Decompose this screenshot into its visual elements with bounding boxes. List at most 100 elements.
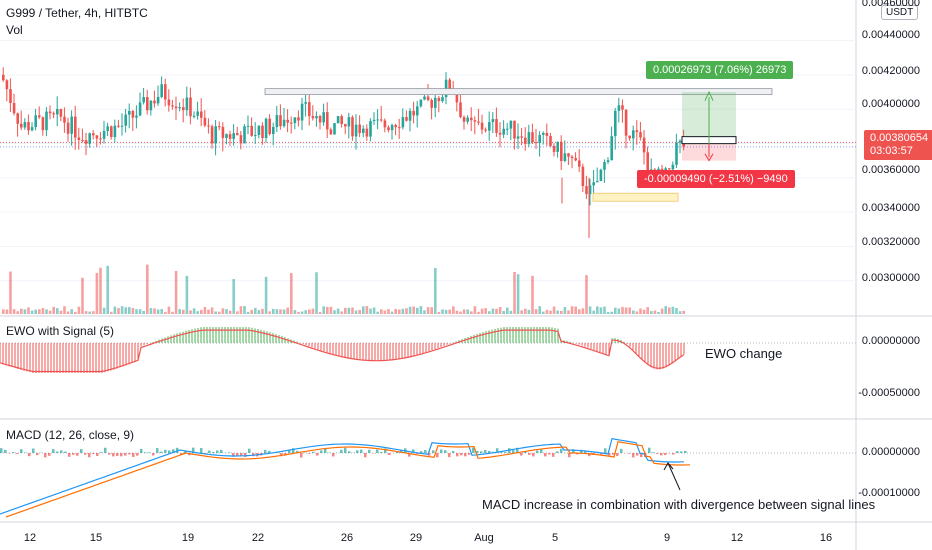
macd-bar [536, 450, 539, 453]
volume-bar [668, 307, 671, 314]
position-tool[interactable] [681, 90, 737, 162]
volume-bar [405, 308, 408, 314]
macd-bar [60, 450, 63, 453]
stop-label[interactable]: -0.00009490 (−2.51%) −9490 [637, 170, 795, 188]
volume-bar [430, 307, 433, 314]
candle-body [293, 117, 297, 124]
candle-body [250, 125, 253, 136]
volume-bar [599, 307, 603, 314]
candle-body [120, 125, 124, 127]
current-price-value: 0.00380654 [870, 132, 929, 144]
macd-bar [496, 448, 499, 453]
macd-bar [20, 449, 23, 453]
macd-bar [28, 453, 31, 457]
macd-tick: 0.00000000 [861, 446, 920, 458]
volume-bar [282, 309, 286, 314]
macd-bar [244, 453, 247, 457]
macd-bar [332, 453, 335, 457]
macd-bar [604, 448, 607, 453]
volume-bar [135, 309, 138, 314]
ewo-histogram [0, 327, 685, 373]
volume-bar [387, 309, 390, 314]
volume-bar [617, 308, 621, 314]
volume-bar [563, 307, 567, 314]
candle-body [261, 125, 264, 138]
volume-bar [70, 309, 73, 314]
volume-bar [351, 307, 354, 314]
candle-body [38, 115, 41, 118]
candle-body [268, 118, 271, 135]
candle-body [390, 125, 394, 131]
candle-body [387, 127, 390, 131]
candle-body [30, 127, 34, 131]
time-tick: 12 [23, 532, 37, 544]
volume-bar [552, 306, 556, 314]
macd-line [0, 437, 685, 515]
macd-bar [208, 450, 211, 453]
candle-body [678, 140, 682, 143]
macd-bar [364, 453, 367, 458]
candle-body [480, 122, 484, 130]
time-tick: 12 [730, 532, 744, 544]
candle-body [567, 153, 570, 157]
volume-bar [624, 307, 628, 314]
candle-body [131, 110, 135, 118]
candle-body [506, 128, 509, 130]
resistance-zone [264, 88, 773, 96]
volume-bar [390, 311, 394, 314]
volume-bar [138, 309, 142, 314]
candle-body [617, 105, 621, 111]
candle-body [477, 121, 480, 123]
macd-bar [216, 450, 219, 453]
price-tick: 0.00300000 [861, 272, 920, 284]
candle-body [570, 156, 574, 159]
macd-bar [632, 453, 635, 458]
macd-bar [340, 449, 343, 453]
macd-bar [100, 452, 103, 453]
candle-body [9, 89, 12, 104]
macd-bar [676, 451, 679, 453]
volume-bar [286, 307, 289, 314]
currency-button[interactable]: USDT [881, 5, 919, 20]
candle-body [20, 123, 23, 128]
macd-bar [80, 449, 83, 453]
volume-bar [38, 309, 41, 314]
target-label[interactable]: 0.00026973 (7.06%) 26973 [646, 61, 794, 79]
macd-bar [380, 452, 383, 453]
candle-body [398, 127, 401, 129]
macd-histogram [0, 437, 691, 518]
ewo-note: EWO change [705, 346, 783, 361]
volume-bar [524, 308, 527, 314]
candle-body [315, 116, 318, 119]
candle-body [639, 132, 642, 138]
candle-body [254, 135, 257, 137]
macd-bar [12, 452, 15, 453]
macd-bar [684, 450, 687, 453]
candle-body [376, 119, 379, 121]
candle-body [585, 186, 588, 195]
macd-bar [460, 453, 463, 456]
macd-bar [92, 453, 95, 455]
macd-bar [116, 453, 119, 456]
volume-bar [304, 310, 307, 314]
volume-bar [297, 311, 300, 314]
macd-bar [468, 453, 471, 455]
volume-bar [340, 311, 343, 314]
macd-bar [108, 453, 111, 455]
time-tick: 15 [89, 532, 103, 544]
volume-bar [88, 311, 91, 314]
volume-bar [347, 307, 351, 314]
volume-bar [293, 310, 297, 314]
macd-bar [516, 447, 519, 453]
candle-body [146, 97, 149, 111]
macd-bar [480, 451, 483, 453]
macd-bar [0, 448, 3, 453]
volume-bar [610, 311, 613, 314]
volume-bar [63, 306, 66, 314]
candle-body [408, 110, 412, 121]
macd-bar [248, 448, 251, 453]
candle-body [221, 126, 225, 138]
macd-bar [432, 450, 435, 453]
volume-bar [171, 311, 174, 314]
